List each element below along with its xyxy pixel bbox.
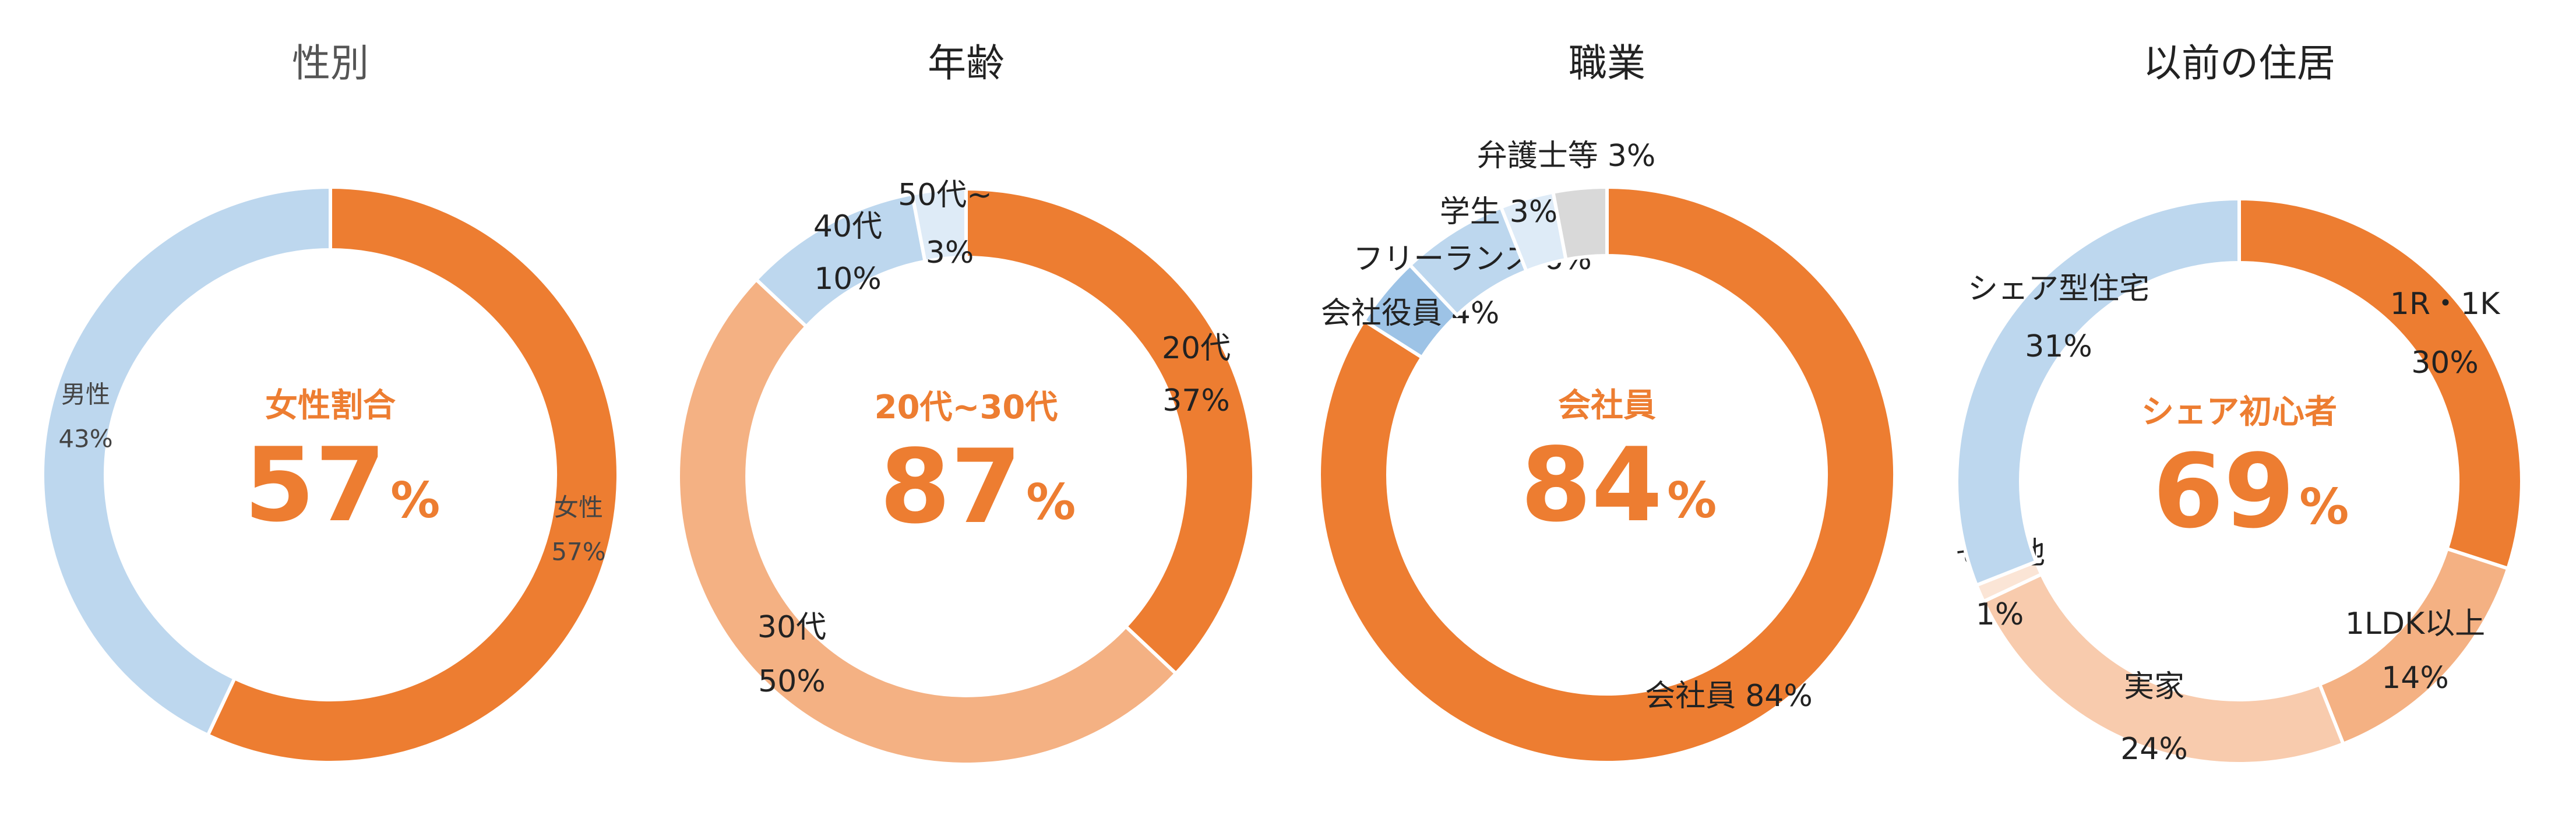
donut-slice xyxy=(41,185,332,738)
slice-value: 43% xyxy=(58,425,112,453)
slice-value: 50% xyxy=(758,664,826,699)
center-unit: % xyxy=(2299,478,2349,536)
donut-slice xyxy=(205,185,621,764)
slice-name: 学生 xyxy=(1440,195,1500,230)
center-label: 女性割合 xyxy=(265,387,396,425)
slice-name: 1LDK以上 xyxy=(2345,606,2485,641)
slice-name: 女性 xyxy=(554,493,603,522)
center-number: 69 xyxy=(2153,433,2295,551)
slice-name: 実家 xyxy=(2124,669,2184,704)
slice-name: 30代 xyxy=(757,610,826,645)
slice-label: 学生 3% xyxy=(1440,195,1558,230)
donut-chart: 以前の住居1R・1K30%1LDK以上14%実家24%その他1%シェア型住宅31… xyxy=(1954,41,2524,767)
slice-value: 1% xyxy=(1976,597,2024,632)
center-unit: % xyxy=(390,472,440,530)
slice-value: 57% xyxy=(551,538,605,566)
donut-slice xyxy=(1955,196,2241,588)
slice-value: 84% xyxy=(1745,679,1813,714)
donut-slice xyxy=(2317,546,2511,746)
slice-value: 3% xyxy=(1510,195,1558,230)
center-label: シェア初心者 xyxy=(2141,393,2337,431)
slice-name: 20代 xyxy=(1162,331,1231,366)
chart-title: 年齢 xyxy=(928,41,1005,86)
center-label: 20代~30代 xyxy=(875,389,1058,426)
donut-slice xyxy=(964,186,1256,676)
slice-name: 会社役員 xyxy=(1321,296,1442,331)
center-label: 会社員 xyxy=(1558,387,1656,425)
chart-title: 職業 xyxy=(1569,41,1645,86)
slice-name: 男性 xyxy=(61,380,110,409)
slice-value: 10% xyxy=(814,262,882,297)
donut-slice xyxy=(2237,196,2524,571)
slice-name: 会社員 xyxy=(1645,679,1736,714)
slice-value: 3% xyxy=(926,235,974,270)
slice-value: 37% xyxy=(1162,383,1230,418)
slice-value: 14% xyxy=(2381,661,2449,696)
donut-slice xyxy=(676,277,1179,766)
center-number: 87 xyxy=(880,428,1022,546)
slice-name: 50代~ xyxy=(898,178,992,213)
slice-value: 3% xyxy=(1608,139,1656,174)
slice-value: 24% xyxy=(2120,732,2188,767)
center-number: 57 xyxy=(244,426,386,545)
center-value: 84% xyxy=(1521,426,1717,545)
slice-name: 40代 xyxy=(813,209,882,244)
donut-slice xyxy=(910,186,968,264)
center-value: 69% xyxy=(2153,433,2349,551)
slice-value: 31% xyxy=(2025,329,2092,364)
slice-name: 弁護士等 xyxy=(1477,139,1598,174)
center-number: 84 xyxy=(1521,426,1663,545)
donut-slice xyxy=(1317,185,1897,764)
slice-name: 1R・1K xyxy=(2390,287,2501,322)
slice-value: 30% xyxy=(2411,345,2479,380)
donut-slice xyxy=(1550,185,1609,262)
slice-name: シェア型住宅 xyxy=(1968,271,2149,306)
slice-label: 弁護士等 3% xyxy=(1477,139,1656,174)
chart-title: 性別 xyxy=(292,41,369,86)
chart-title: 以前の住居 xyxy=(2143,41,2335,86)
center-unit: % xyxy=(1667,472,1717,530)
center-value: 57% xyxy=(244,426,441,545)
center-unit: % xyxy=(1026,474,1076,531)
slice-name: フリーランス xyxy=(1353,242,1534,277)
center-value: 87% xyxy=(880,428,1076,546)
slice-label: 会社員 84% xyxy=(1645,679,1813,714)
